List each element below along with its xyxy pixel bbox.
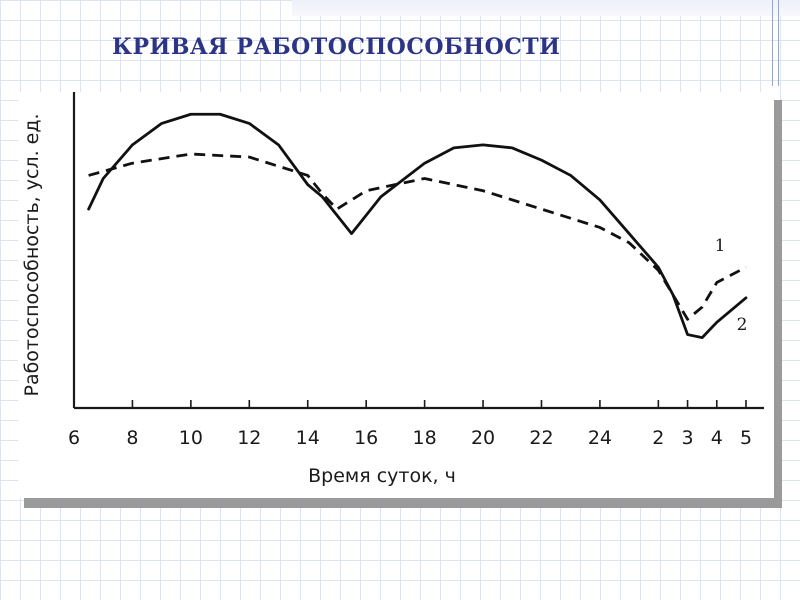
x-tick-label: 14 (296, 427, 320, 449)
header-rule (772, 0, 773, 86)
x-tick-label: 3 (682, 427, 694, 449)
series-labels: 12 (715, 236, 748, 335)
series-line-2 (87, 112, 748, 340)
x-tick-label: 2 (652, 427, 664, 449)
x-tick-label: 22 (529, 427, 553, 449)
x-tick-label: 5 (740, 427, 752, 449)
y-axis-label: Работоспособность, усл. ед. (21, 113, 43, 396)
x-tick-label: 8 (126, 427, 138, 449)
header-rule (778, 0, 779, 86)
series-label-2: 2 (737, 315, 748, 335)
x-tick-label: 16 (354, 427, 378, 449)
x-tick-label: 18 (413, 427, 437, 449)
series-line-1 (88, 152, 747, 321)
x-tick-labels: 6 8 10 12 14 16 18 20 22 24 2 3 4 5 (68, 427, 752, 449)
x-tick-label: 20 (471, 427, 495, 449)
header-band (292, 0, 800, 16)
x-tick-label: 4 (711, 427, 723, 449)
performance-curve-chart: 6 8 10 12 14 16 18 20 22 24 2 3 4 5 12 Время суток, ч… (21, 92, 764, 487)
x-ticks (73, 400, 747, 408)
x-axis-label: Время суток, ч (308, 465, 456, 487)
series-label-1: 1 (715, 236, 726, 256)
slide-title: КРИВАЯ РАБОТОСПОСОБНОСТИ (112, 34, 561, 60)
x-tick-label: 10 (179, 427, 203, 449)
x-tick-label: 12 (237, 427, 261, 449)
x-tick-label: 24 (588, 427, 612, 449)
series-layer (87, 112, 748, 340)
axes (72, 92, 764, 410)
x-tick-label: 6 (68, 427, 80, 449)
